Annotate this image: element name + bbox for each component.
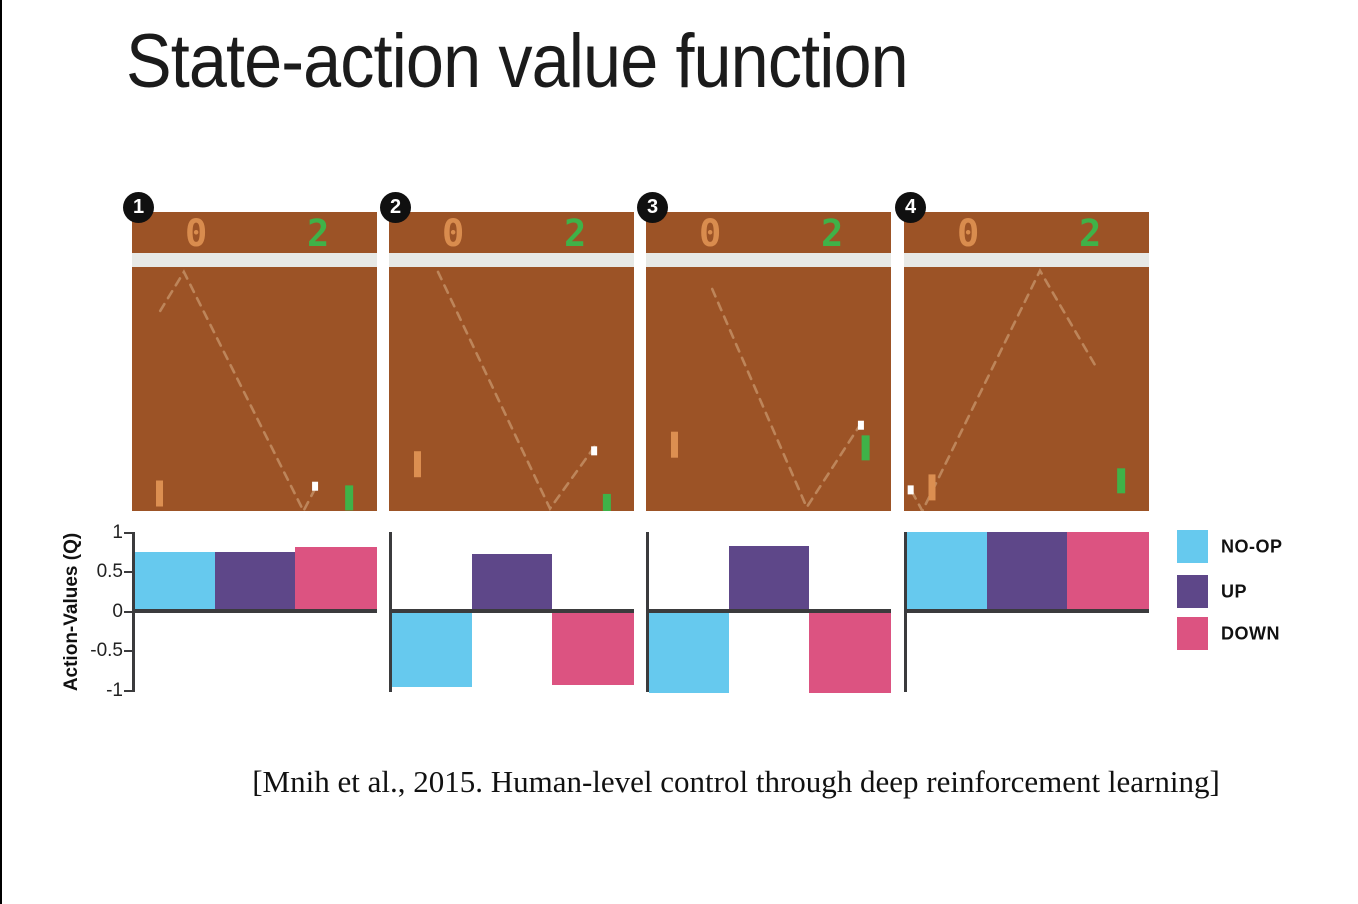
- ball-trajectory-line: [436, 270, 597, 511]
- zero-baseline: [389, 609, 634, 613]
- frame-number-badge: 4: [895, 192, 926, 223]
- right-paddle: [602, 493, 611, 511]
- y-tick-mark: [124, 611, 132, 613]
- bar-up: [729, 546, 809, 612]
- pong-wall-divider: [389, 253, 634, 267]
- pong-play-area: [670, 287, 870, 511]
- frame-number-badge: 2: [380, 192, 411, 223]
- qvalue-chart-4: [904, 532, 1149, 692]
- legend-swatch-down: [1177, 617, 1208, 650]
- y-tick-mark: [124, 650, 132, 652]
- pong-play-area: [413, 270, 611, 511]
- score-left: 0: [957, 212, 980, 255]
- y-tick-label: -0.5: [90, 640, 123, 661]
- y-tick-mark: [124, 571, 132, 573]
- score-right: 2: [564, 212, 587, 255]
- pong-wall-divider: [646, 253, 891, 267]
- ball: [857, 420, 864, 430]
- zero-baseline: [132, 609, 377, 613]
- right-paddle: [1117, 468, 1126, 494]
- bar-down: [1067, 532, 1149, 612]
- y-tick-label: -1: [106, 680, 123, 701]
- legend-swatch-up: [1177, 575, 1208, 608]
- y-tick-mark: [124, 532, 132, 534]
- frame-number-badge: 1: [123, 192, 154, 223]
- zero-baseline: [646, 609, 891, 613]
- score-right: 2: [821, 212, 844, 255]
- left-paddle: [670, 431, 678, 458]
- legend-label-noop: NO-OP: [1221, 536, 1283, 557]
- right-paddle: [345, 485, 354, 511]
- ball: [907, 485, 914, 495]
- slide-title: State-action value function: [126, 19, 909, 104]
- qvalue-chart-2: [389, 532, 634, 692]
- frame-number-badge: 3: [637, 192, 668, 223]
- y-tick-mark: [124, 690, 132, 692]
- legend-label-up: UP: [1221, 581, 1248, 602]
- frame-number: 4: [904, 196, 917, 218]
- y-tick-label: 0: [112, 601, 123, 622]
- pong-play-area: [907, 267, 1126, 511]
- zero-baseline: [904, 609, 1149, 613]
- y-tick-label: 0.5: [96, 561, 123, 582]
- bar-down: [809, 613, 891, 693]
- left-paddle: [156, 480, 164, 507]
- frame-number: 2: [389, 196, 402, 218]
- pong-frame-1: 1 0 2: [123, 192, 377, 511]
- pong-play-area: [156, 269, 354, 511]
- screen-edge-line: [0, 0, 2, 904]
- bar-no-op: [135, 552, 215, 612]
- pong-frame-2: 2 0 2: [380, 192, 634, 511]
- qvalue-chart-1: [132, 532, 377, 692]
- ball: [312, 481, 319, 491]
- bar-no-op: [392, 613, 472, 687]
- score-left: 0: [185, 212, 208, 255]
- score-right: 2: [307, 212, 330, 255]
- bar-down: [295, 547, 377, 612]
- legend-swatch-noop: [1177, 530, 1208, 563]
- pong-frame-4: 4 0 2: [895, 192, 1149, 511]
- bar-down: [552, 613, 634, 685]
- score-left: 0: [699, 212, 722, 255]
- bar-up: [987, 532, 1067, 612]
- pong-wall-divider: [132, 253, 377, 267]
- citation: [Mnih et al., 2015. Human-level control …: [252, 764, 1220, 799]
- ball-trajectory-line: [910, 267, 1099, 511]
- frame-number: 3: [646, 196, 659, 218]
- left-paddle: [928, 474, 936, 501]
- pong-wall-divider: [904, 253, 1149, 267]
- bar-up: [215, 552, 295, 612]
- bar-no-op: [649, 613, 729, 693]
- right-paddle: [861, 435, 870, 461]
- pong-frame-3: 3 0 2: [637, 192, 891, 511]
- bar-up: [472, 554, 552, 612]
- bar-no-op: [907, 532, 987, 612]
- score-left: 0: [442, 212, 465, 255]
- qvalue-chart-3: [646, 532, 891, 693]
- frame-number: 1: [132, 196, 145, 218]
- y-tick-label: 1: [112, 522, 123, 543]
- left-paddle: [413, 451, 421, 478]
- ball: [591, 446, 598, 456]
- score-right: 2: [1079, 212, 1102, 255]
- ball-trajectory-line: [710, 287, 862, 511]
- ball-trajectory-line: [158, 269, 318, 511]
- legend-label-down: DOWN: [1221, 623, 1280, 644]
